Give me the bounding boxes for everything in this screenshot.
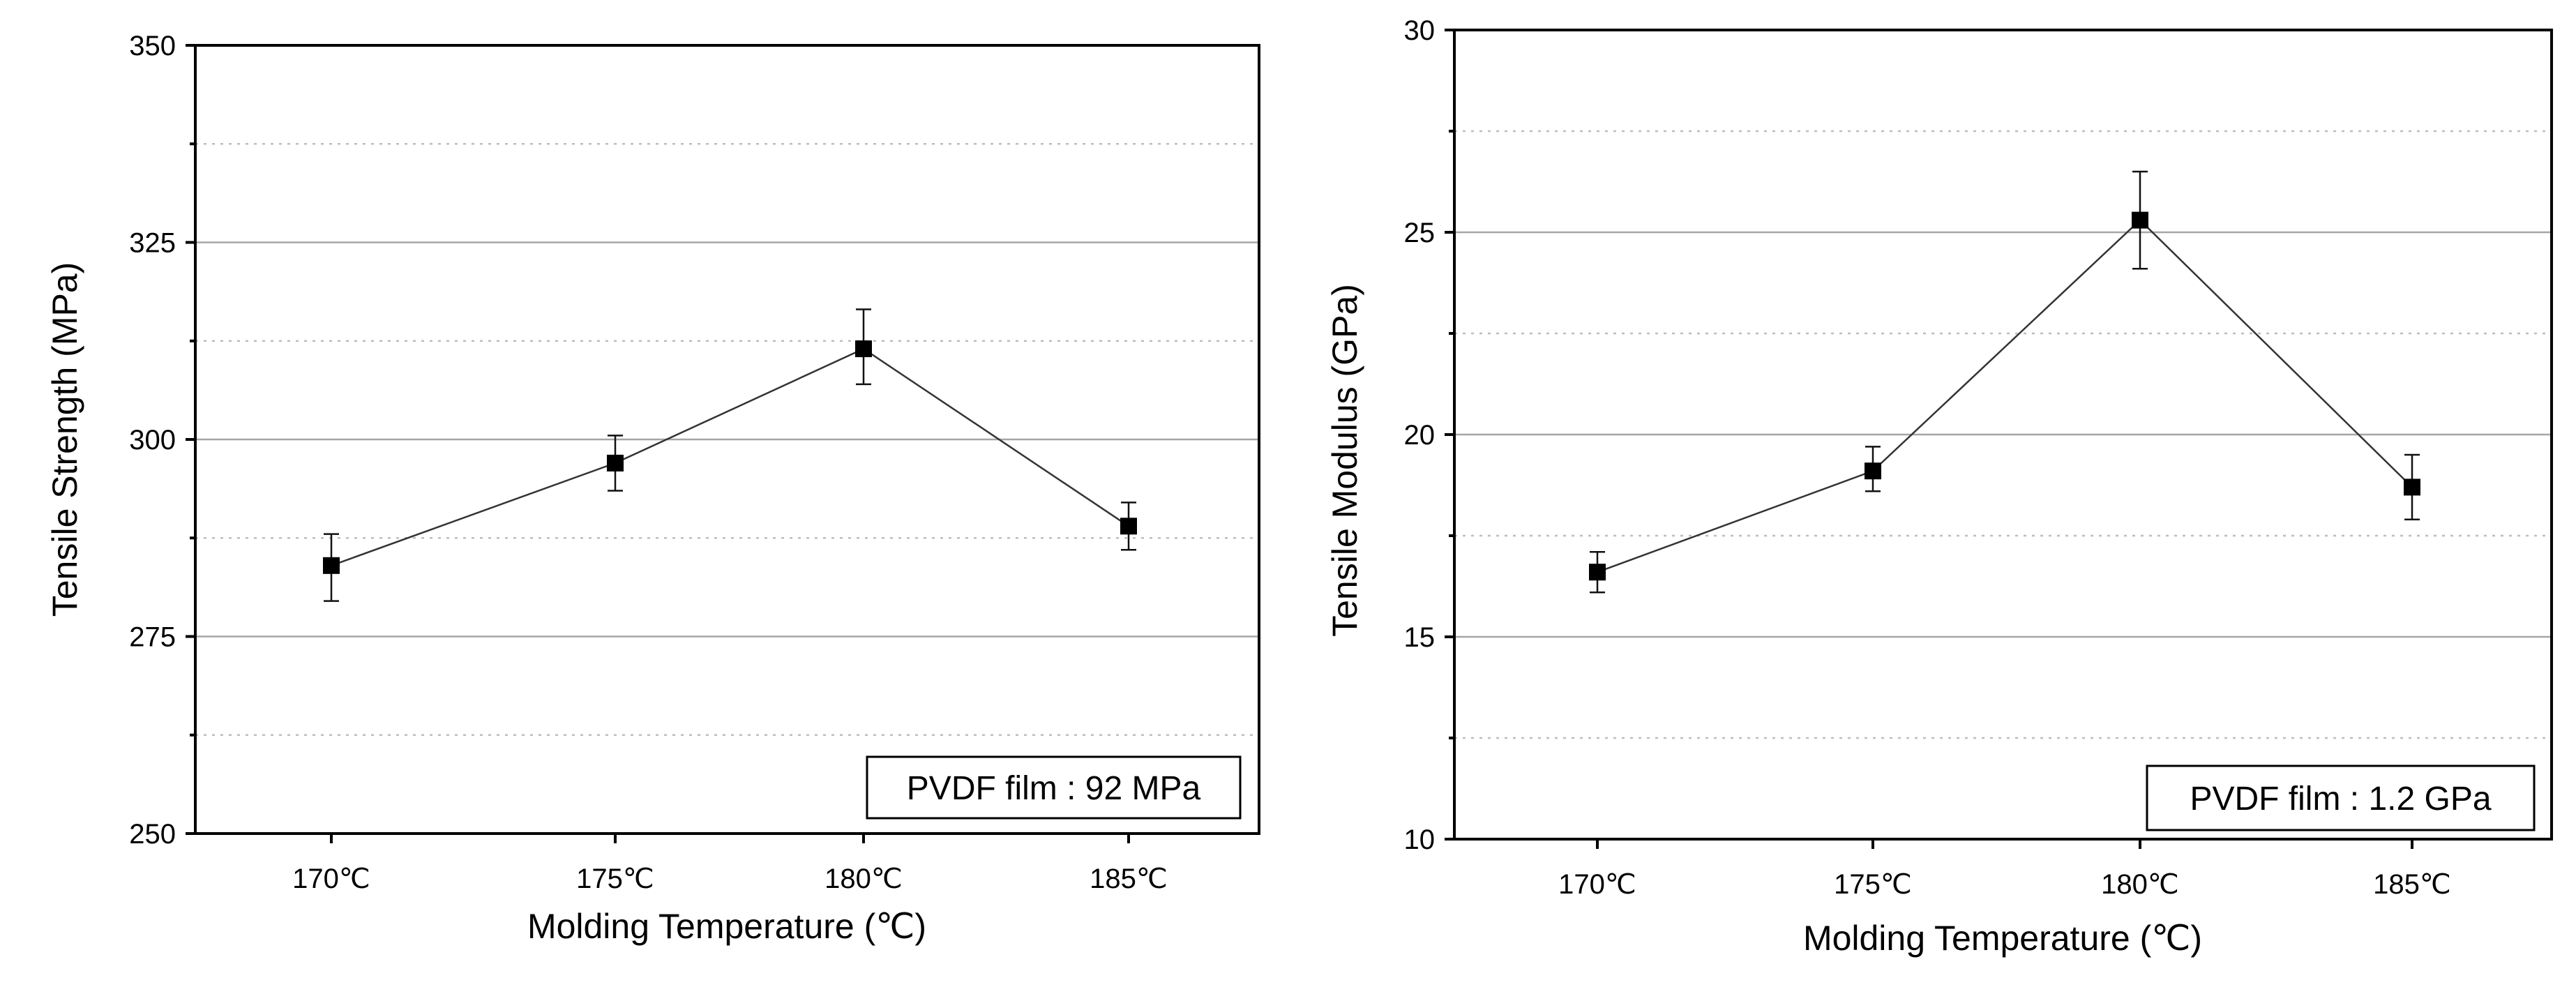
data-point-marker bbox=[607, 454, 624, 472]
data-point-marker bbox=[855, 340, 872, 358]
annotation-box: PVDF film : 1.2 GPa bbox=[2146, 764, 2536, 831]
grid-lines bbox=[195, 143, 1259, 736]
y-tick-label: 25 bbox=[1404, 218, 1436, 248]
annotation-text: PVDF film : 1.2 GPa bbox=[2190, 781, 2491, 818]
x-tick-label: 175℃ bbox=[576, 864, 654, 894]
y-axis-title: Tensile Modulus (GPa) bbox=[1325, 284, 1364, 637]
y-tick-label: 15 bbox=[1404, 622, 1436, 653]
y-axis-title: Tensile Strength (MPa) bbox=[45, 262, 84, 617]
chart-tensile-modulus: 10 15 20 25 30 170℃ 175℃ 180℃ 185℃ PVDF film : 1… bbox=[1325, 15, 2553, 958]
y-tick-label: 275 bbox=[129, 622, 176, 653]
series-line bbox=[331, 347, 1129, 566]
data-point-marker bbox=[1589, 564, 1606, 581]
tick-labels: 10 15 20 25 30 170℃ 175℃ 180℃ 185℃ bbox=[1404, 15, 2451, 900]
data-point-marker bbox=[323, 557, 340, 574]
x-tick-label: 175℃ bbox=[1834, 869, 1912, 900]
x-tick-label: 185℃ bbox=[2373, 869, 2451, 900]
y-tick-label: 325 bbox=[129, 228, 176, 259]
data-point-marker bbox=[2132, 211, 2148, 229]
y-tick-label: 250 bbox=[129, 819, 176, 850]
annotation-frame bbox=[866, 755, 1242, 820]
y-tick-label: 20 bbox=[1404, 420, 1436, 451]
grid-lines bbox=[1454, 130, 2552, 739]
x-tick-label: 185℃ bbox=[1090, 864, 1168, 894]
x-tick-label: 170℃ bbox=[1558, 869, 1636, 900]
chart-tensile-strength: 250 275 300 325 350 170℃ 175℃ 180℃ 185℃ PVDF fil… bbox=[45, 31, 1260, 946]
y-tick-label: 30 bbox=[1404, 15, 1436, 46]
data-point-marker bbox=[2404, 479, 2420, 496]
y-tick-label: 10 bbox=[1404, 824, 1436, 855]
series-tensile-modulus bbox=[1589, 170, 2420, 594]
y-tick-label: 350 bbox=[129, 31, 176, 61]
axis-ticks bbox=[186, 44, 1130, 843]
axis-ticks bbox=[1445, 29, 2413, 849]
x-axis-title: Molding Temperature (℃) bbox=[527, 907, 926, 946]
data-point-marker bbox=[1120, 518, 1137, 535]
y-tick-label: 300 bbox=[129, 425, 176, 455]
annotation-box: PVDF film : 92 MPa bbox=[866, 755, 1242, 820]
annotation-frame bbox=[2146, 764, 2536, 831]
series-line bbox=[1597, 218, 2413, 573]
annotation-text: PVDF film : 92 MPa bbox=[907, 770, 1201, 807]
x-tick-label: 180℃ bbox=[824, 864, 903, 894]
x-tick-label: 170℃ bbox=[292, 864, 370, 894]
tick-labels: 250 275 300 325 350 170℃ 175℃ 180℃ 185℃ bbox=[129, 31, 1168, 894]
data-point-marker bbox=[1865, 462, 1881, 480]
x-tick-label: 180℃ bbox=[2101, 869, 2179, 900]
x-axis-title: Molding Temperature (℃) bbox=[1803, 919, 2202, 958]
series-tensile-strength bbox=[323, 308, 1137, 602]
